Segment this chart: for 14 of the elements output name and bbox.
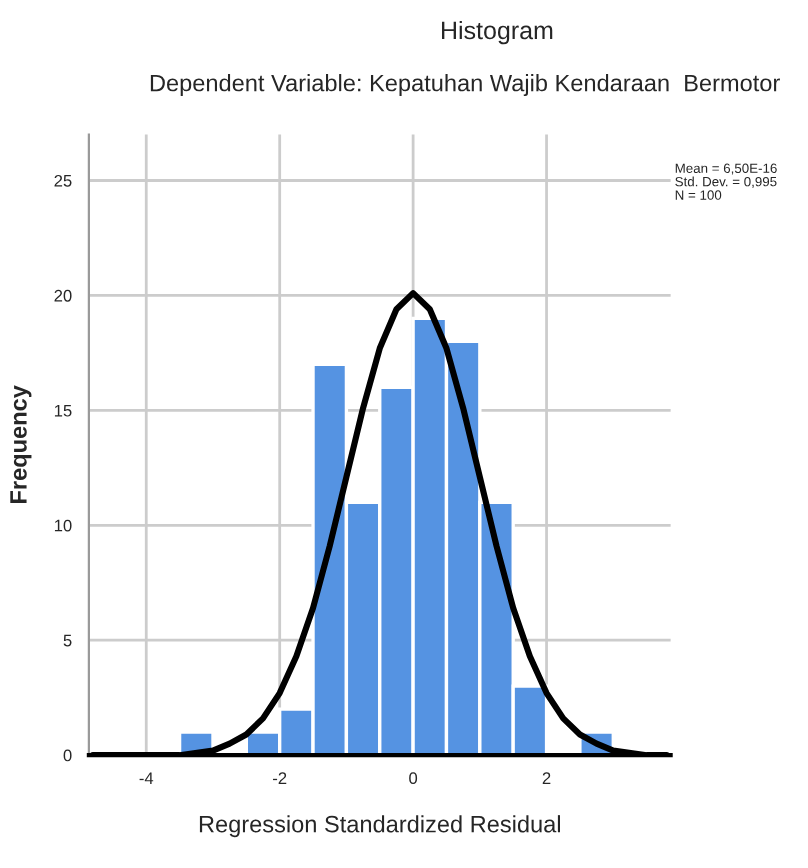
- y-tick-label: 0: [63, 749, 72, 762]
- y-axis-title: Frequency: [10, 385, 32, 503]
- x-axis-title: Regression Standardized Residual: [199, 815, 560, 838]
- x-tick-label: -4: [139, 772, 154, 784]
- x-tick-label: 0: [409, 772, 418, 785]
- x-tick-label: -2: [273, 772, 287, 784]
- y-tick-label: 5: [63, 634, 72, 647]
- y-tick-label: 25: [54, 174, 72, 187]
- x-tick-label: 2: [542, 772, 551, 784]
- y-tick-label: 15: [54, 404, 72, 417]
- y-tick-label: 20: [54, 289, 72, 302]
- y-tick-label: 10: [54, 519, 72, 532]
- chart-subtitle: Dependent Variable: Kepatuhan Wajib Kendaraan Bermotor: [150, 74, 780, 97]
- chart-title: Histogram: [442, 20, 553, 45]
